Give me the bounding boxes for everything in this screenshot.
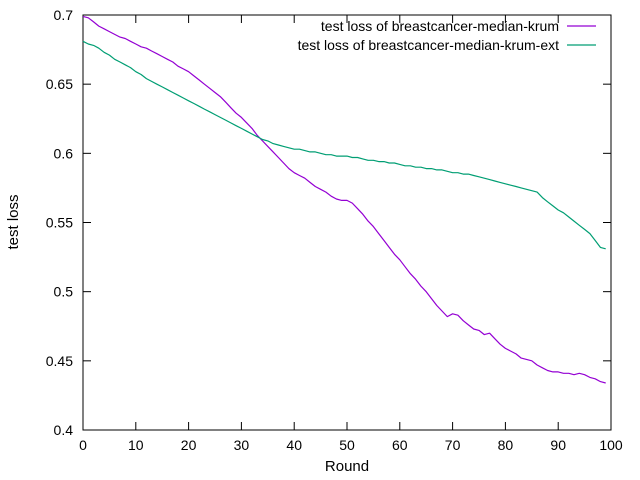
x-tick-label: 60 xyxy=(392,437,408,453)
y-tick-label: 0.45 xyxy=(46,353,73,369)
x-tick-label: 100 xyxy=(599,437,623,453)
series-line-1 xyxy=(82,40,606,250)
x-tick-label: 10 xyxy=(128,437,144,453)
y-tick-label: 0.55 xyxy=(46,215,73,231)
x-tick-label: 90 xyxy=(550,437,566,453)
x-tick-label: 50 xyxy=(339,437,355,453)
legend-label-0: test loss of breastcancer-median-krum xyxy=(321,18,559,34)
y-axis-ticks: 0.4 0.45 0.5 0.55 0.6 0.65 0.7 xyxy=(46,7,611,438)
y-tick-label: 0.4 xyxy=(54,422,74,438)
y-axis-label: test loss xyxy=(5,194,22,249)
x-tick-label: 20 xyxy=(181,437,197,453)
y-tick-label: 0.7 xyxy=(54,7,74,23)
x-tick-label: 80 xyxy=(498,437,514,453)
x-tick-label: 0 xyxy=(79,437,87,453)
plot-frame xyxy=(82,14,612,431)
x-tick-label: 30 xyxy=(234,437,250,453)
x-axis-label: Round xyxy=(325,458,369,475)
y-tick-label: 0.5 xyxy=(54,284,74,300)
series-layer xyxy=(82,15,606,384)
x-tick-label: 40 xyxy=(286,437,302,453)
y-tick-label: 0.65 xyxy=(46,76,73,92)
series-line-0 xyxy=(82,15,606,384)
x-axis-ticks: 0 10 20 30 40 50 60 70 80 90 100 xyxy=(79,15,623,453)
legend: test loss of breastcancer-median-krum tes… xyxy=(298,18,596,53)
y-tick-label: 0.6 xyxy=(54,145,74,161)
legend-label-1: test loss of breastcancer-median-krum-ex… xyxy=(298,37,560,53)
x-tick-label: 70 xyxy=(445,437,461,453)
